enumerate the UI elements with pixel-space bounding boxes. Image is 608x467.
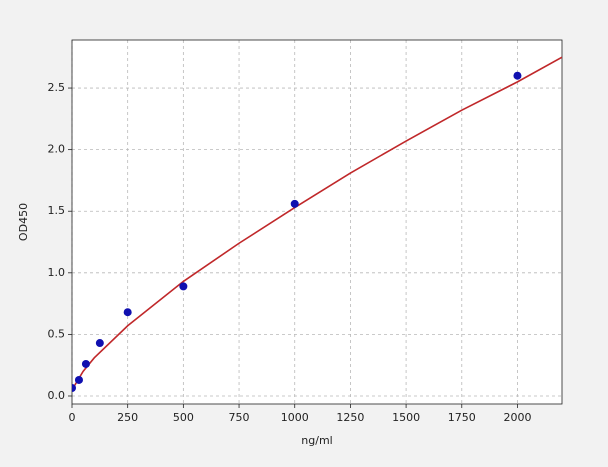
x-tick-label: 1750 — [448, 411, 476, 424]
x-tick-label: 1250 — [336, 411, 364, 424]
axes-frame — [71, 39, 563, 405]
x-tick-label: 1500 — [392, 411, 420, 424]
data-point — [513, 71, 522, 80]
x-tick-label: 500 — [173, 411, 194, 424]
data-point — [72, 383, 76, 392]
x-tick-label: 1000 — [281, 411, 309, 424]
data-point — [179, 282, 188, 291]
y-tick-label: 0.5 — [48, 327, 66, 340]
data-point — [290, 199, 299, 208]
x-tick-label: 0 — [69, 411, 76, 424]
y-tick-label: 1.0 — [48, 266, 66, 279]
y-tick-label: 0.0 — [48, 389, 66, 402]
fit-curve — [72, 56, 562, 391]
data-point — [123, 308, 132, 317]
x-tick-label: 250 — [117, 411, 138, 424]
y-tick-label: 2.5 — [48, 81, 66, 94]
data-point — [95, 339, 104, 348]
y-tick-label: 1.5 — [48, 204, 66, 217]
data-point — [74, 375, 83, 384]
x-tick-label: 2000 — [503, 411, 531, 424]
x-tick-label: 750 — [229, 411, 250, 424]
x-axis-label: ng/ml — [301, 434, 332, 447]
y-axis-label: OD450 — [17, 203, 30, 241]
y-tick-label: 2.0 — [48, 143, 66, 156]
plot-area — [72, 40, 562, 404]
data-point — [81, 359, 90, 368]
